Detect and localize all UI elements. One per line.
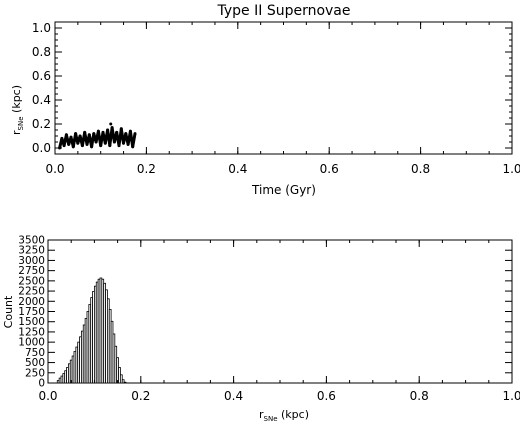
x-tick-labels: 0.0 0.2 0.4 0.6 0.8 1.0 (38, 389, 520, 403)
series-point (94, 140, 98, 144)
outlier-point (109, 122, 113, 126)
series-point (119, 127, 123, 131)
series-point (110, 126, 114, 130)
series-point (64, 133, 68, 137)
series-point (76, 141, 80, 145)
x-tick-label: 0.8 (411, 162, 430, 176)
x-axis-label-main: r (259, 408, 264, 421)
x-tick-label: 0.0 (38, 389, 57, 403)
series-point (67, 142, 71, 146)
histogram-bar (123, 381, 127, 384)
y-tick-label: 2000 (18, 296, 45, 308)
y-tick-label: 1000 (18, 337, 45, 349)
series-point (131, 145, 135, 149)
y-axis-label: rSNe (kpc) (10, 85, 25, 135)
y-tick-label: 0.6 (32, 69, 51, 83)
x-axis-label-sub: SNe (264, 415, 278, 423)
series-point (106, 128, 110, 132)
y-axis-label: Count (2, 295, 15, 328)
histogram-bar (119, 374, 123, 384)
x-tick-label: 0.0 (45, 162, 64, 176)
y-tick-label: 0 (38, 378, 45, 390)
series-point (62, 144, 66, 148)
series-point (83, 130, 87, 134)
series-point (92, 132, 96, 136)
series-point (128, 129, 132, 133)
histogram-bars (56, 277, 127, 384)
x-axis-label-unit: (kpc) (278, 408, 309, 421)
series-point (99, 144, 103, 148)
x-tick-label: 0.6 (317, 389, 336, 403)
x-tick-label: 0.8 (410, 389, 429, 403)
axis-ticks (47, 239, 513, 384)
series-point (78, 134, 82, 138)
histogram-bar (121, 379, 125, 384)
series-point (71, 145, 75, 149)
series-point (103, 141, 107, 145)
x-tick-label: 0.2 (137, 162, 156, 176)
series-point (58, 146, 62, 150)
y-tick-label: 3000 (18, 255, 45, 267)
y-tick-label: 3500 (18, 235, 45, 247)
y-tick-label: 1.0 (32, 21, 51, 35)
y-axis-label-main: r (10, 130, 23, 135)
series-point (90, 145, 94, 149)
y-tick-label: 0.4 (32, 93, 51, 107)
series-point (124, 132, 128, 136)
series-point (74, 132, 78, 136)
histogram-chart: 0.0 0.2 0.4 0.6 0.8 1.0 025050075010001250150… (2, 235, 520, 424)
y-tick-label: 0.8 (32, 45, 51, 59)
x-tick-label: 0.4 (224, 389, 243, 403)
series-point (133, 132, 137, 136)
x-tick-label: 0.4 (228, 162, 247, 176)
x-axis-label: rSNe (kpc) (259, 408, 309, 423)
x-tick-label: 1.0 (502, 389, 520, 403)
y-tick-label: 750 (25, 347, 45, 359)
series-point (69, 135, 73, 139)
y-axis-label-unit: (kpc) (10, 85, 23, 116)
y-tick-label: 1250 (18, 326, 45, 338)
y-tick-label: 1750 (18, 306, 45, 318)
y-tick-label: 0.2 (32, 117, 51, 131)
series-point (101, 130, 105, 134)
y-tick-label: 500 (25, 357, 45, 369)
chart-title: Type II Supernovae (217, 3, 351, 19)
data-series (58, 122, 137, 150)
y-tick-label: 3250 (18, 245, 45, 257)
series-point (87, 133, 91, 137)
x-tick-label: 1.0 (502, 162, 520, 176)
series-point (96, 129, 100, 133)
y-tick-labels: 0.0 0.2 0.4 0.6 0.8 1.0 (32, 21, 51, 155)
time-series-chart: Type II Supernovae 0.0 0.2 0.4 0.6 0.8 1.0 0.… (10, 3, 520, 197)
series-point (126, 142, 130, 146)
series-line (58, 126, 137, 149)
y-tick-label: 2750 (18, 265, 45, 277)
series-point (60, 136, 64, 140)
series-point (112, 140, 116, 144)
series-point (115, 130, 119, 134)
series-point (117, 144, 121, 148)
x-axis-label: Time (Gyr) (251, 183, 316, 197)
y-tick-label: 0.0 (32, 141, 51, 155)
y-tick-label: 2250 (18, 286, 45, 298)
y-tick-label: 2500 (18, 275, 45, 287)
x-tick-label: 0.6 (320, 162, 339, 176)
series-point (122, 141, 125, 145)
x-tick-labels: 0.0 0.2 0.4 0.6 0.8 1.0 (45, 162, 520, 176)
series-point (85, 142, 89, 146)
y-tick-labels: 0250500750100012501500175020002250250027… (18, 235, 45, 390)
y-tick-label: 250 (25, 367, 45, 379)
series-point (108, 144, 112, 148)
axis-ticks (54, 22, 513, 154)
x-tick-label: 0.2 (131, 389, 150, 403)
y-tick-label: 1500 (18, 316, 45, 328)
y-axis-label-sub: SNe (17, 116, 25, 130)
series-point (80, 144, 84, 148)
